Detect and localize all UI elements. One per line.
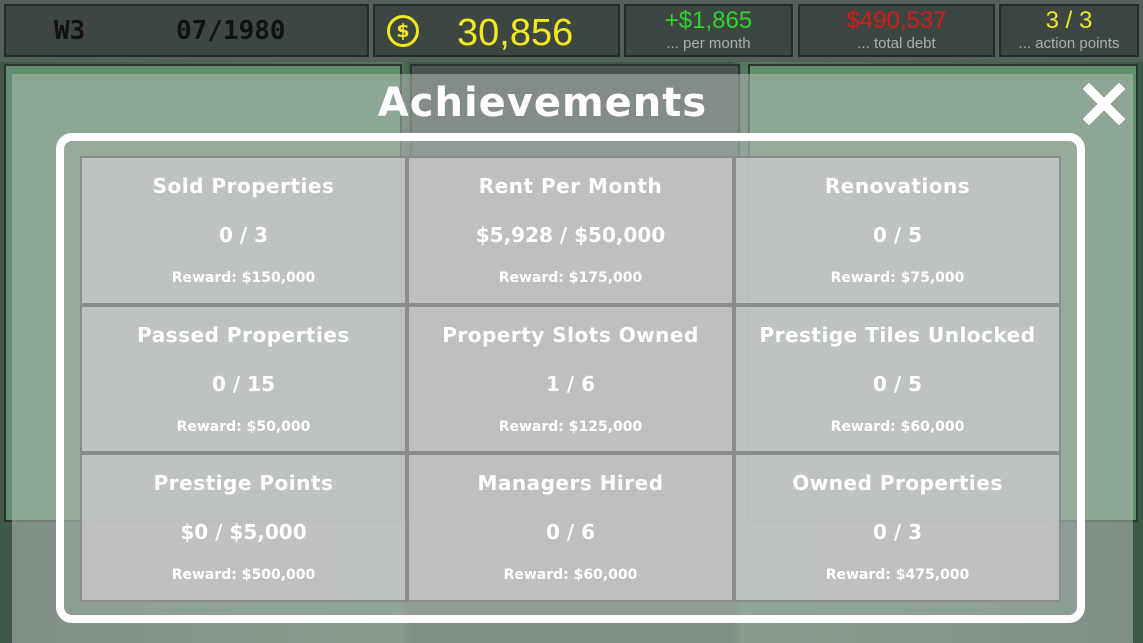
achievement-reward: Reward: $500,000 (171, 567, 316, 584)
achievement-card: Rent Per Month $5,928 / $50,000 Reward: $1… (407, 156, 734, 305)
date-label: 07/1980 (176, 16, 286, 46)
achievement-card: Prestige Points $0 / $5,000 Reward: $500,0… (80, 453, 407, 602)
achievement-card: Renovations 0 / 5 Reward: $75,000 (734, 156, 1061, 305)
week-label: W3 (54, 16, 86, 46)
achievement-card: Passed Properties 0 / 15 Reward: $50,000 (80, 304, 407, 454)
achievement-progress: 0 / 15 (212, 371, 275, 396)
debt-panel: $490,537 ... total debt (798, 4, 995, 57)
achievement-progress: 0 / 3 (872, 520, 923, 545)
close-icon (1082, 82, 1126, 126)
achievement-reward: Reward: $75,000 (830, 270, 965, 286)
achievements-grid: Sold Properties 0 / 3 Reward: $150,000 Rent… (80, 156, 1061, 602)
achievement-card: Sold Properties 0 / 3 Reward: $150,000 (80, 156, 407, 305)
achievement-reward: Reward: $60,000 (830, 418, 965, 435)
income-label: ... per month (666, 35, 751, 52)
income-panel: +$1,865 ... per month (624, 4, 793, 57)
top-bar: W3 07/1980 $ 30,856 +$1,865 ... per mont… (0, 0, 1143, 62)
achievement-card: Prestige Tiles Unlocked 0 / 5 Reward: $60,… (734, 304, 1061, 454)
achievement-reward: Reward: $150,000 (171, 270, 316, 286)
achievement-reward: Reward: $125,000 (498, 418, 643, 435)
modal-title: Achievements (377, 80, 708, 126)
achievement-progress: $0 / $5,000 (180, 520, 307, 545)
achievement-card: Owned Properties 0 / 3 Reward: $475,000 (734, 453, 1061, 602)
achievement-name: Owned Properties (792, 471, 1003, 496)
achievement-name: Property Slots Owned (442, 322, 699, 347)
achievement-name: Sold Properties (152, 174, 335, 198)
action-points-value: 3 / 3 (1045, 7, 1093, 34)
date-panel: W3 07/1980 (4, 4, 369, 57)
achievement-reward: Reward: $475,000 (825, 567, 970, 584)
achievement-progress: 0 / 5 (872, 223, 923, 247)
debt-label: ... total debt (857, 35, 936, 52)
achievement-name: Prestige Points (153, 471, 334, 496)
action-points-panel: 3 / 3 ... action points (999, 4, 1139, 57)
achievement-reward: Reward: $175,000 (498, 270, 643, 286)
dollar-coin-icon: $ (387, 15, 419, 47)
achievement-progress: $5,928 / $50,000 (475, 223, 666, 247)
achievement-name: Managers Hired (477, 471, 664, 496)
achievement-progress: 0 / 5 (872, 371, 923, 396)
achievement-card: Managers Hired 0 / 6 Reward: $60,000 (407, 453, 734, 602)
debt-value: $490,537 (846, 7, 947, 34)
achievement-progress: 0 / 6 (545, 520, 596, 545)
achievement-name: Rent Per Month (478, 174, 663, 198)
achievement-reward: Reward: $60,000 (503, 567, 638, 584)
close-button[interactable] (1082, 82, 1126, 126)
achievement-progress: 0 / 3 (218, 223, 269, 247)
cash-value: 30,856 (457, 12, 574, 54)
achievement-name: Renovations (824, 174, 971, 198)
action-points-label: ... action points (1018, 35, 1120, 52)
achievement-reward: Reward: $50,000 (176, 418, 311, 435)
achievement-name: Prestige Tiles Unlocked (759, 322, 1036, 347)
achievement-card: Property Slots Owned 1 / 6 Reward: $125,00… (407, 304, 734, 454)
achievement-progress: 1 / 6 (545, 371, 596, 396)
achievement-name: Passed Properties (137, 322, 350, 347)
income-value: +$1,865 (664, 7, 753, 34)
cash-panel: $ 30,856 (373, 4, 620, 57)
